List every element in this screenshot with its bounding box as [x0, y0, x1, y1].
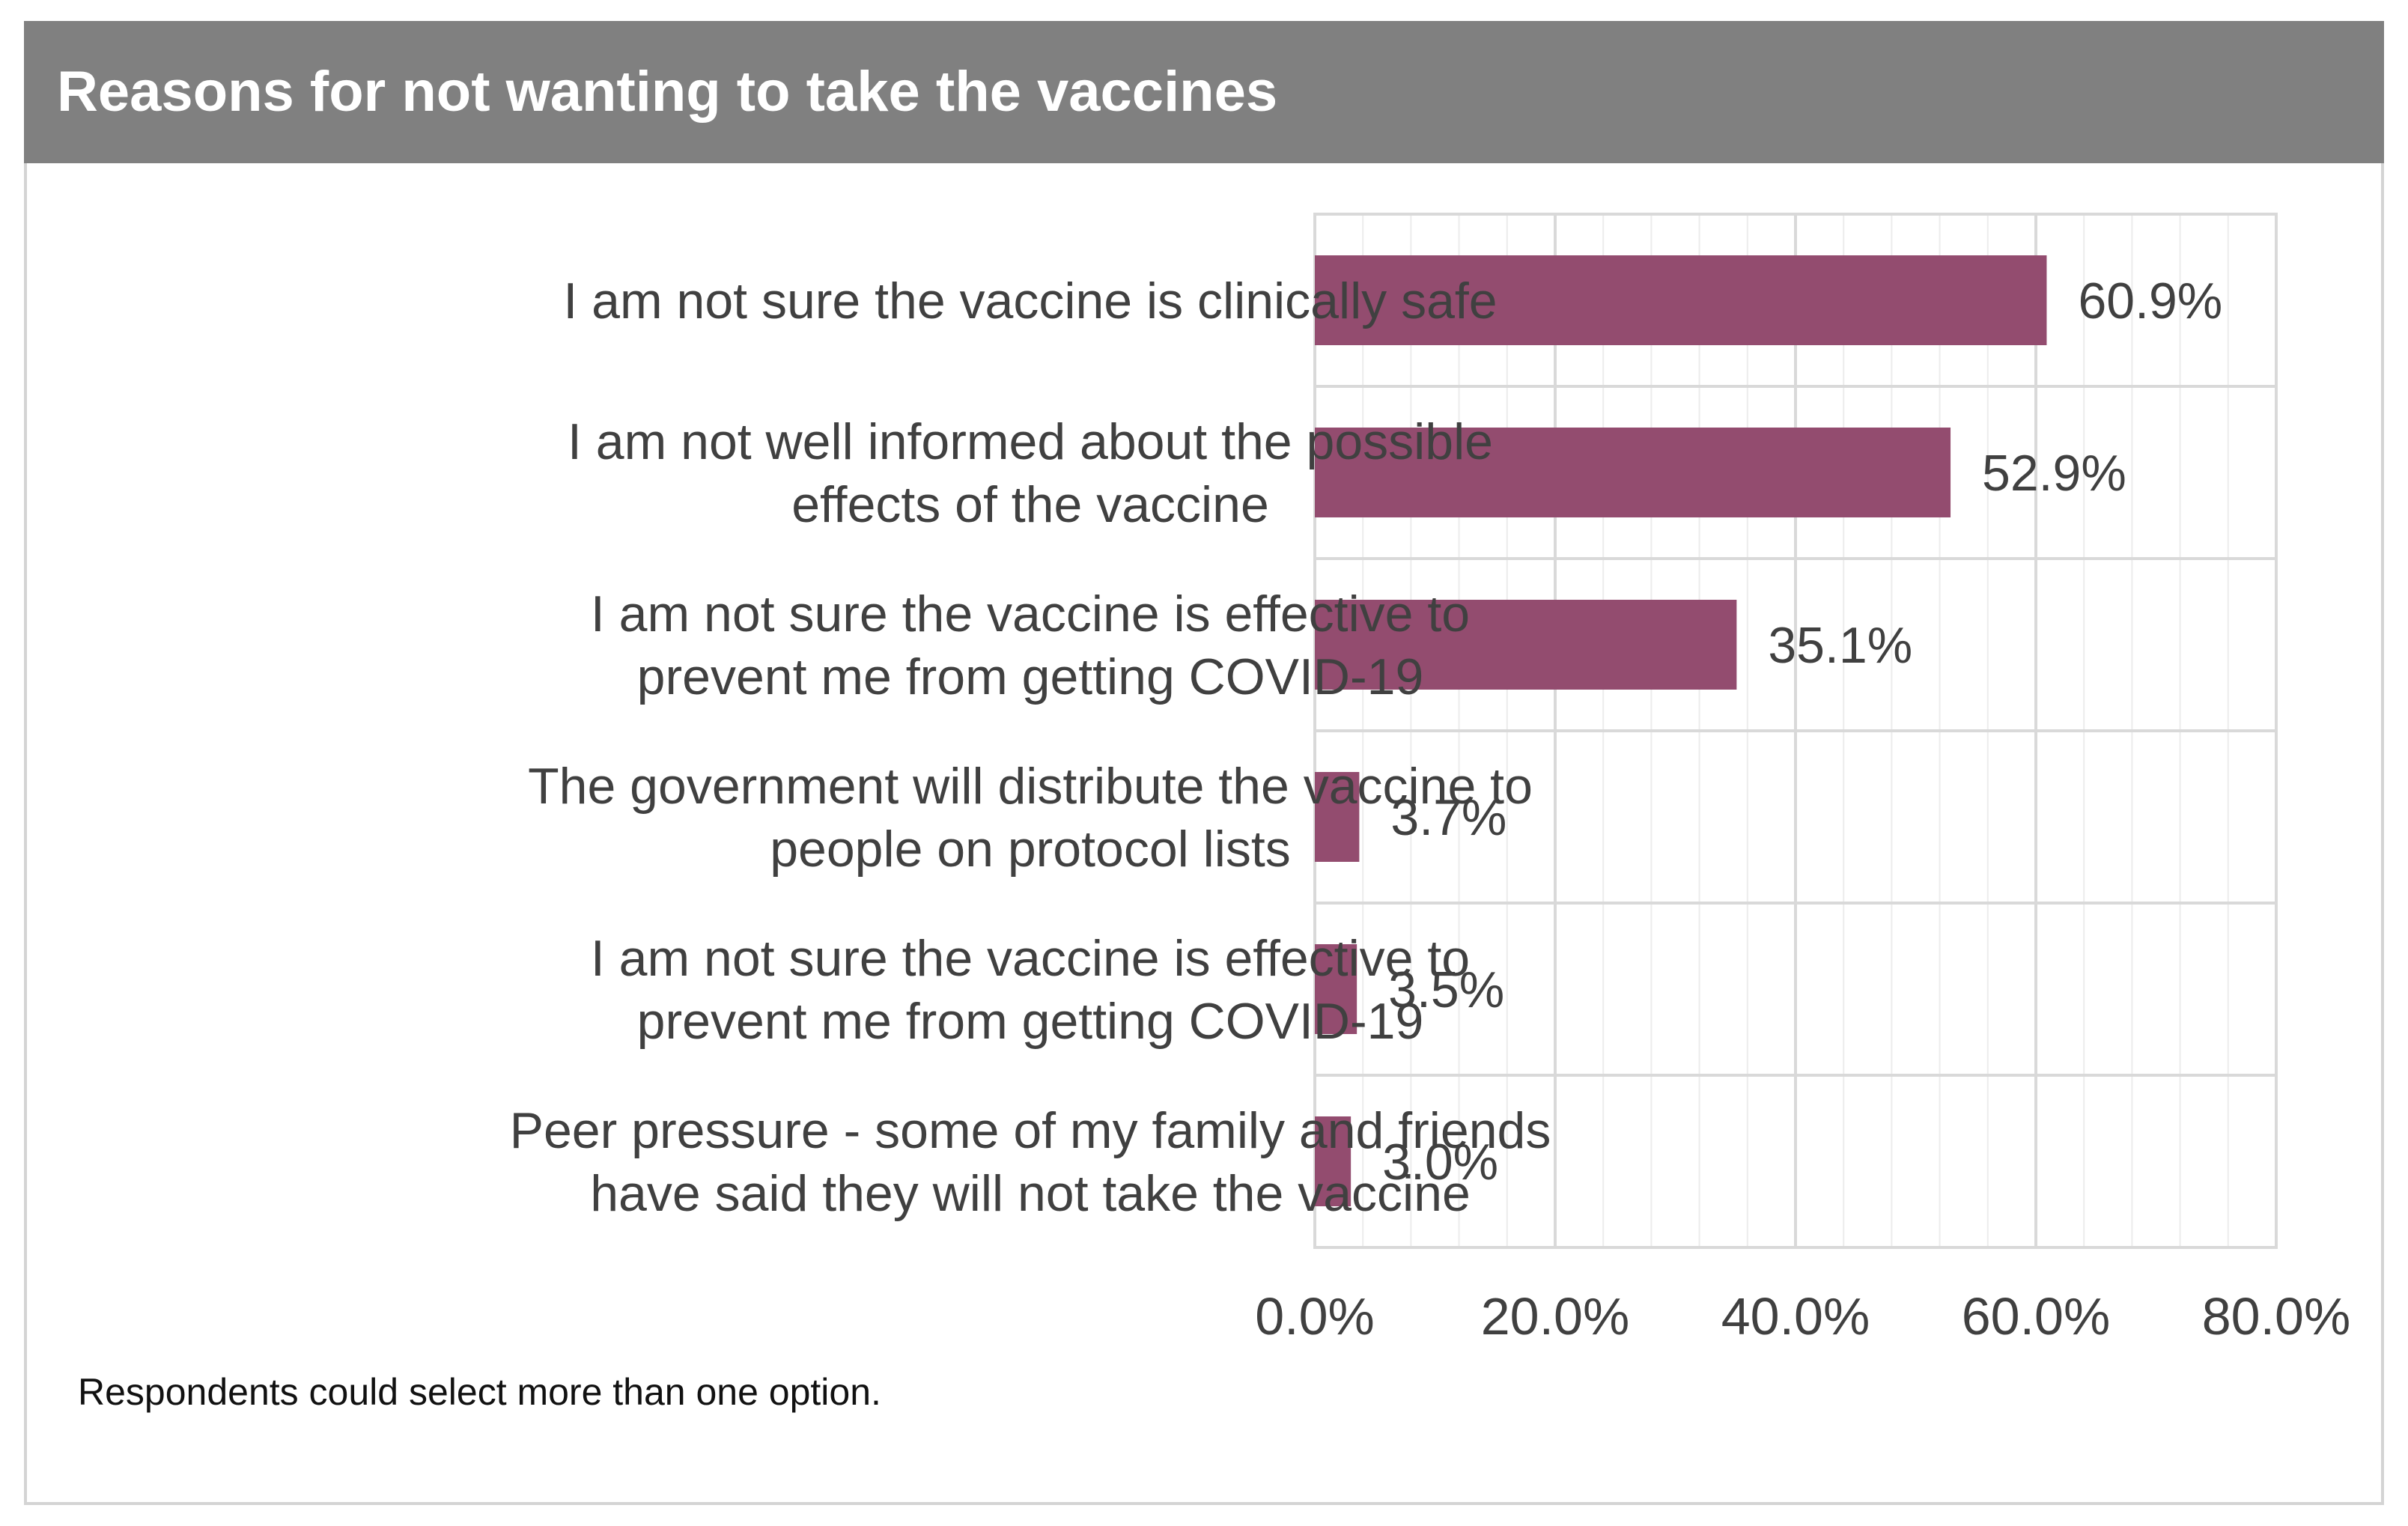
bar: [1315, 255, 2047, 345]
category-label-line: I am not sure the vaccine is effective t…: [591, 586, 1470, 642]
category-label: I am not well informed about the possibl…: [568, 413, 1493, 533]
bar: [1315, 600, 1737, 690]
category-label: I am not sure the vaccine is effective t…: [591, 930, 1470, 1050]
category-label-line: I am not sure the vaccine is effective t…: [591, 930, 1470, 987]
category-label: The government will distribute the vacci…: [528, 758, 1533, 878]
x-tick-label: 20.0%: [1481, 1287, 1629, 1346]
bar: [1315, 1116, 1352, 1206]
category-label-line: I am not sure the vaccine is clinically …: [563, 273, 1497, 329]
category-label: I am not sure the vaccine is clinically …: [563, 273, 1497, 329]
bar: [1315, 944, 1357, 1034]
footnote: Respondents could select more than one o…: [78, 1371, 881, 1413]
x-tick-label: 60.0%: [1962, 1287, 2110, 1346]
bar-value-label: 35.1%: [1768, 617, 1912, 674]
bar-value-label: 52.9%: [1982, 445, 2126, 502]
bar-value-label: 3.7%: [1390, 789, 1506, 846]
category-label-line: people on protocol lists: [770, 821, 1291, 878]
bar: [1315, 428, 1951, 517]
plot-area-border: [1313, 213, 2278, 1249]
category-label-line: prevent me from getting COVID-19: [637, 993, 1424, 1050]
category-label-line: The government will distribute the vacci…: [528, 758, 1533, 815]
category-label-line: effects of the vaccine: [791, 476, 1269, 533]
category-label-line: Peer pressure - some of my family and fr…: [510, 1102, 1551, 1159]
x-tick-label: 40.0%: [1721, 1287, 1870, 1346]
bar-value-label: 3.5%: [1388, 961, 1504, 1018]
title-bar: Reasons for not wanting to take the vacc…: [24, 21, 2384, 163]
category-label: Peer pressure - some of my family and fr…: [510, 1102, 1551, 1222]
bar: [1315, 772, 1360, 862]
x-tick-label: 0.0%: [1255, 1287, 1375, 1346]
bar-value-label: 60.9%: [2078, 273, 2222, 329]
bar-value-label: 3.0%: [1382, 1134, 1498, 1191]
category-label: I am not sure the vaccine is effective t…: [591, 586, 1470, 705]
x-tick-label: 80.0%: [2202, 1287, 2350, 1346]
chart-title: Reasons for not wanting to take the vacc…: [57, 60, 1278, 124]
category-label-line: prevent me from getting COVID-19: [637, 648, 1424, 705]
category-label-line: I am not well informed about the possibl…: [568, 413, 1493, 470]
category-label-line: have said they will not take the vaccine: [590, 1165, 1471, 1222]
